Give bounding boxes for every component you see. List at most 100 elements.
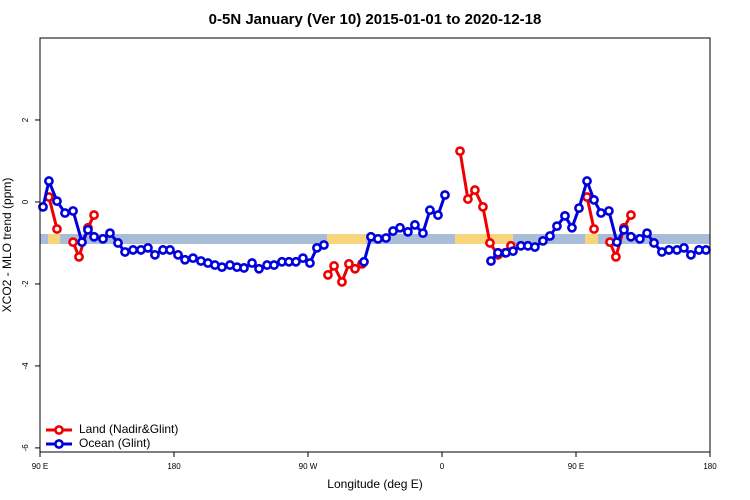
y-tick-label: 0 bbox=[21, 199, 30, 204]
data-point bbox=[485, 238, 495, 248]
data-point bbox=[52, 224, 62, 234]
data-point bbox=[247, 258, 257, 268]
data-point bbox=[173, 249, 183, 260]
data-point bbox=[305, 258, 315, 268]
data-point bbox=[596, 208, 606, 218]
data-point bbox=[664, 245, 674, 255]
data-point bbox=[291, 256, 301, 267]
y-tick-label: -2 bbox=[21, 280, 30, 288]
data-point bbox=[626, 231, 636, 242]
data-point bbox=[180, 254, 190, 265]
x-tick-label: 180 bbox=[167, 462, 181, 471]
data-point bbox=[373, 233, 383, 244]
data-point bbox=[634, 233, 645, 244]
data-point bbox=[538, 236, 548, 246]
x-tick-label: 90 E bbox=[568, 462, 584, 471]
data-point bbox=[38, 201, 48, 212]
data-point bbox=[323, 270, 333, 280]
land-band bbox=[48, 234, 60, 244]
data-point bbox=[493, 247, 503, 258]
data-point bbox=[433, 210, 443, 220]
data-point bbox=[77, 237, 87, 248]
data-point bbox=[344, 258, 354, 269]
data-point bbox=[582, 176, 592, 186]
data-point bbox=[120, 247, 130, 257]
legend-marker bbox=[54, 439, 64, 449]
data-point bbox=[113, 238, 123, 248]
data-point bbox=[463, 194, 473, 204]
series-line bbox=[47, 150, 633, 284]
data-point bbox=[545, 231, 555, 241]
y-tick-label: -4 bbox=[21, 362, 30, 370]
x-tick-label: 90 W bbox=[299, 462, 318, 471]
data-point bbox=[60, 208, 70, 218]
land-band bbox=[455, 234, 513, 244]
data-point bbox=[612, 237, 622, 248]
data-point bbox=[254, 263, 264, 274]
data-point bbox=[44, 176, 54, 186]
data-point bbox=[329, 261, 339, 271]
data-point bbox=[701, 245, 711, 255]
data-point bbox=[530, 242, 540, 252]
x-tick-label: 0 bbox=[440, 462, 445, 471]
data-point bbox=[269, 260, 279, 270]
data-point bbox=[403, 226, 413, 237]
data-point bbox=[508, 246, 518, 257]
plot-marks bbox=[38, 146, 711, 287]
data-point bbox=[679, 242, 689, 253]
series-line bbox=[41, 179, 706, 271]
data-point bbox=[319, 240, 329, 250]
data-point bbox=[150, 249, 160, 260]
data-point bbox=[686, 249, 696, 260]
data-point bbox=[410, 220, 420, 230]
data-point bbox=[395, 222, 405, 233]
land-band bbox=[585, 234, 598, 244]
data-point bbox=[455, 146, 465, 157]
chart-title: 0-5N January (Ver 10) 2015-01-01 to 2020… bbox=[209, 11, 542, 28]
y-tick-label: -6 bbox=[21, 444, 30, 452]
data-point bbox=[68, 237, 78, 248]
data-point bbox=[359, 256, 369, 267]
land-band bbox=[327, 234, 366, 244]
data-point bbox=[381, 233, 391, 243]
data-point bbox=[486, 256, 496, 266]
data-point bbox=[165, 245, 175, 255]
data-point bbox=[128, 245, 138, 255]
data-point bbox=[74, 251, 84, 262]
data-point bbox=[626, 210, 636, 220]
data-point bbox=[611, 251, 621, 262]
legend-marker bbox=[54, 425, 64, 435]
data-point bbox=[440, 190, 450, 200]
data-point bbox=[89, 210, 99, 220]
data-point bbox=[418, 228, 428, 239]
data-point bbox=[52, 196, 62, 207]
data-point bbox=[425, 205, 435, 216]
y-axis-label: XCO2 - MLO trend (ppm) bbox=[0, 178, 14, 313]
data-point bbox=[105, 228, 115, 239]
data-point bbox=[239, 263, 249, 273]
x-axis-label: Longitude (deg E) bbox=[327, 477, 422, 491]
x-tick-label: 180 bbox=[703, 462, 717, 471]
data-point bbox=[89, 231, 99, 242]
plot-frame bbox=[39, 37, 711, 453]
legend-label: Ocean (Glint) bbox=[79, 436, 150, 450]
data-point bbox=[478, 201, 488, 212]
data-point bbox=[589, 195, 599, 205]
data-point bbox=[188, 253, 198, 264]
data-point bbox=[68, 206, 78, 216]
x-tick-label: 90 E bbox=[32, 462, 48, 471]
data-point bbox=[567, 222, 577, 233]
data-point bbox=[470, 185, 480, 195]
data-point bbox=[574, 203, 584, 214]
data-point bbox=[552, 221, 562, 232]
data-point bbox=[589, 224, 599, 234]
data-point bbox=[217, 262, 227, 273]
y-tick-label: 2 bbox=[21, 117, 30, 122]
legend-label: Land (Nadir&Glint) bbox=[79, 422, 178, 436]
data-point bbox=[350, 263, 360, 274]
data-point bbox=[83, 224, 93, 235]
data-point bbox=[604, 206, 614, 216]
data-point bbox=[98, 233, 108, 244]
data-point bbox=[649, 238, 659, 248]
